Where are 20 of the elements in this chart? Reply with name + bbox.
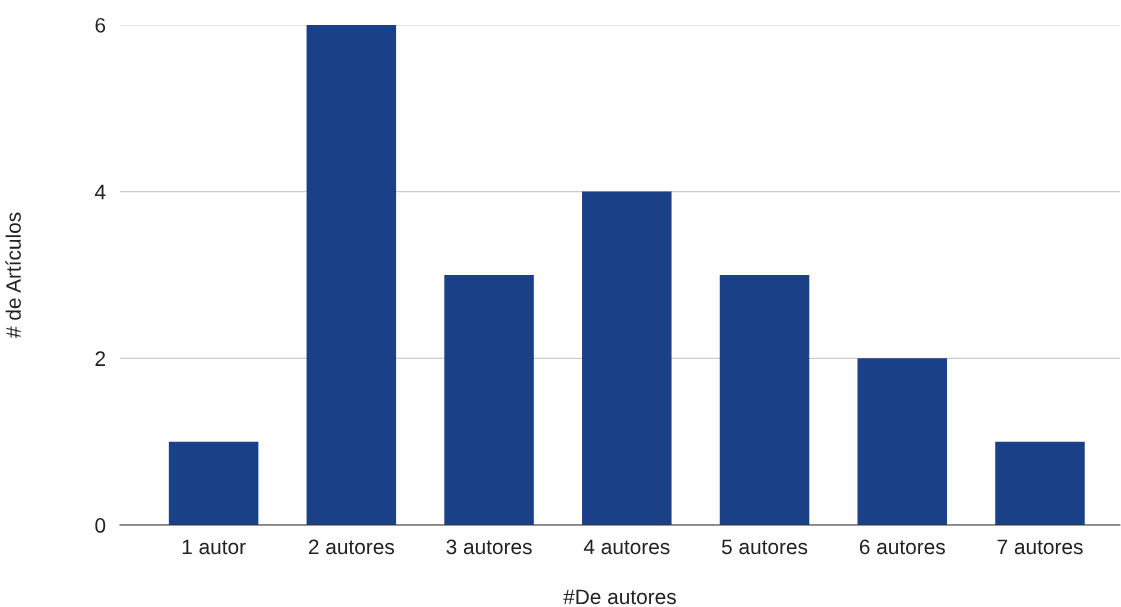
x-tick-label: 1 autor xyxy=(182,539,246,555)
y-tick-label: 2 xyxy=(95,351,106,366)
bar xyxy=(582,191,672,526)
y-tick-label: 6 xyxy=(95,17,106,33)
y-axis-title: # de Artículos xyxy=(5,212,21,338)
x-axis-title: #De autores xyxy=(563,589,676,605)
bar xyxy=(995,441,1085,526)
x-tick-label: 3 autores xyxy=(446,539,532,555)
bar xyxy=(719,274,810,526)
x-tick-label: 6 autores xyxy=(859,539,945,555)
x-tick-label: 7 autores xyxy=(997,539,1083,555)
bar xyxy=(444,274,534,526)
bar xyxy=(857,358,948,526)
x-tick-label: 5 autores xyxy=(721,539,808,555)
y-tick-label: 0 xyxy=(95,518,106,533)
x-tick-label: 2 autores xyxy=(308,539,395,555)
bar xyxy=(306,24,397,526)
x-tick-label: 4 autores xyxy=(583,539,670,555)
bar xyxy=(168,441,259,526)
y-tick-label: 4 xyxy=(94,184,106,200)
